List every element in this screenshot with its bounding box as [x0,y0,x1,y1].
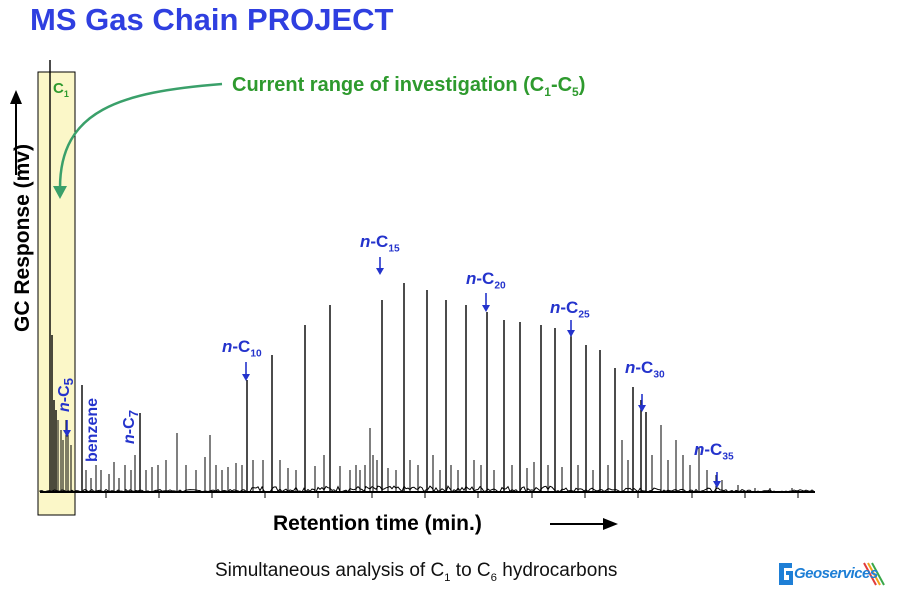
y-axis-label: GC Response (mv) [11,144,34,332]
peak-label-c20: n-C20 [466,269,506,292]
peak-arrows [63,257,721,488]
peak-label-c30: n-C30 [625,358,665,381]
x-axis-arrow [550,518,618,530]
figure-caption: Simultaneous analysis of C1 to C6 hydroc… [215,560,618,584]
peak-label-c25: n-C25 [550,298,590,321]
company-logo: Geoservices [776,559,891,589]
range-annotation: Current range of investigation (C1-C5) [232,74,586,99]
x-axis-ticks [105,492,799,498]
x-axis-label: Retention time (min.) [273,512,482,535]
c1-label: C1 [53,80,69,99]
page-title: MS Gas Chain PROJECT [30,2,394,37]
logo-text: Geoservices [794,565,878,582]
logo-mark-icon [779,562,885,586]
peak-label-c5: n-C5 [56,377,77,412]
range-pointer-arrow [53,82,223,199]
peak-label-c7: n-C7 [121,409,142,444]
peak-label-c10: n-C10 [222,337,262,360]
peak-label-c15: n-C15 [360,232,400,255]
peak-label-benzene: benzene [84,397,101,462]
peak-label-c35: n-C35 [694,440,734,463]
y-axis-arrow [10,90,22,175]
chromatogram-trace [39,60,815,493]
